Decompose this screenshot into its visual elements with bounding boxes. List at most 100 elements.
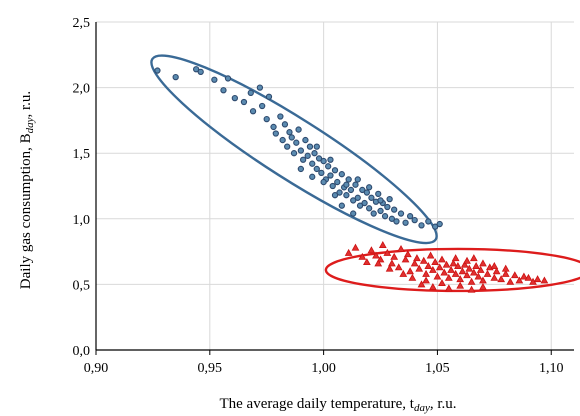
scatter-point (397, 244, 405, 252)
scatter-point (272, 130, 279, 137)
scatter-point (424, 262, 433, 269)
scatter-point (444, 284, 453, 292)
scatter-point (299, 156, 307, 163)
scatter-point (533, 275, 542, 283)
scatter-point (172, 73, 179, 81)
scatter-point (386, 195, 393, 203)
scatter-point (454, 262, 462, 269)
scatter-point (354, 176, 361, 183)
scatter-point (344, 248, 353, 256)
scatter-point (302, 136, 309, 144)
scatter-point (362, 258, 371, 266)
scatter-point (413, 254, 421, 262)
scatter-point (247, 89, 254, 96)
scatter-point (399, 269, 408, 277)
scatter-point (435, 263, 444, 271)
scatter-point (372, 251, 380, 259)
scatter-point (390, 252, 399, 260)
scatter-point (309, 160, 316, 167)
scatter-point (338, 171, 345, 178)
scatter-point (288, 134, 295, 141)
x-tick-label: 0,90 (84, 361, 109, 376)
scatter-point (388, 259, 396, 267)
scatter-point (444, 273, 453, 281)
tick-labels: 0,0 0,5 1,0 1,5 2,0 2,5 0,90 0,95 1,00 1,05 1,10 (73, 16, 564, 376)
scatter-point (378, 241, 387, 249)
scatter-point (418, 222, 425, 229)
x-tick-label: 1,05 (425, 361, 450, 376)
scatter-point (313, 165, 320, 173)
scatter-point (451, 269, 460, 277)
scatter-point (492, 267, 501, 275)
scatter-point (524, 273, 533, 281)
scatter-point (479, 283, 487, 290)
scatter-point (320, 178, 327, 186)
scatter-point (474, 272, 483, 280)
scatter-point (377, 197, 384, 204)
scatter-point (465, 264, 474, 272)
scatter-point (284, 143, 291, 150)
scatter-point (456, 281, 465, 289)
scatter-point (327, 156, 334, 163)
scatter-point (432, 223, 439, 230)
scatter-point (383, 248, 392, 256)
scatter-point (422, 269, 430, 277)
scatter-point (338, 202, 345, 209)
scatter-point (240, 98, 248, 106)
scatter-point (336, 189, 343, 196)
scatter-point (515, 276, 524, 284)
scatter-point (376, 255, 385, 263)
y-tick-label: 1,5 (73, 147, 91, 162)
scatter-point (428, 265, 437, 273)
scatter-point (506, 277, 515, 285)
scatter-point (490, 262, 499, 269)
scatter-point (385, 264, 394, 272)
scatter-point (402, 219, 409, 226)
scatter-point (501, 264, 510, 272)
scatter-point (458, 267, 467, 275)
scatter-point (401, 255, 410, 263)
scatter-point (438, 255, 446, 263)
scatter-point (363, 189, 371, 196)
scatter-point (397, 210, 405, 217)
scatter-point (438, 279, 446, 287)
scatter-point (410, 259, 419, 267)
scatter-point (393, 218, 400, 225)
y-axis-title: Daily gas consumption, Bday, r.u. (18, 91, 36, 289)
scatter-point (290, 150, 298, 157)
scatter-point (220, 87, 227, 94)
scatter-point (490, 273, 499, 281)
scatter-point (391, 206, 398, 213)
scatter-point (286, 129, 293, 136)
scatter-point (422, 276, 430, 284)
scatter-point (365, 205, 373, 212)
scatter-point (388, 215, 396, 222)
scatter-point (483, 269, 492, 277)
scatter-point (293, 139, 300, 146)
scatter-point (277, 113, 284, 120)
scatter-point (343, 181, 350, 188)
data-points (154, 66, 549, 293)
x-tick-label: 0,95 (198, 361, 223, 376)
scatter-point (433, 272, 442, 280)
scatter-point (197, 68, 204, 76)
scatter-point (193, 66, 200, 73)
scatter-point (350, 197, 357, 204)
scatter-point (449, 259, 458, 267)
scatter-point (510, 271, 519, 279)
scatter-point (259, 102, 266, 110)
scatter-point (351, 243, 360, 251)
y-tick-label: 2,5 (73, 16, 91, 31)
scatter-point (425, 218, 432, 225)
x-axis-title: The average daily temperature, tday, r.u… (219, 396, 456, 414)
scatter-point (331, 167, 339, 174)
scatter-point (447, 265, 455, 273)
scatter-point (406, 267, 414, 275)
scatter-point (347, 186, 355, 194)
scatter-point (309, 173, 316, 180)
scatter-point (463, 271, 471, 279)
scatter-point (361, 199, 368, 207)
scatter-point (540, 276, 549, 284)
scatter-point (331, 192, 339, 199)
